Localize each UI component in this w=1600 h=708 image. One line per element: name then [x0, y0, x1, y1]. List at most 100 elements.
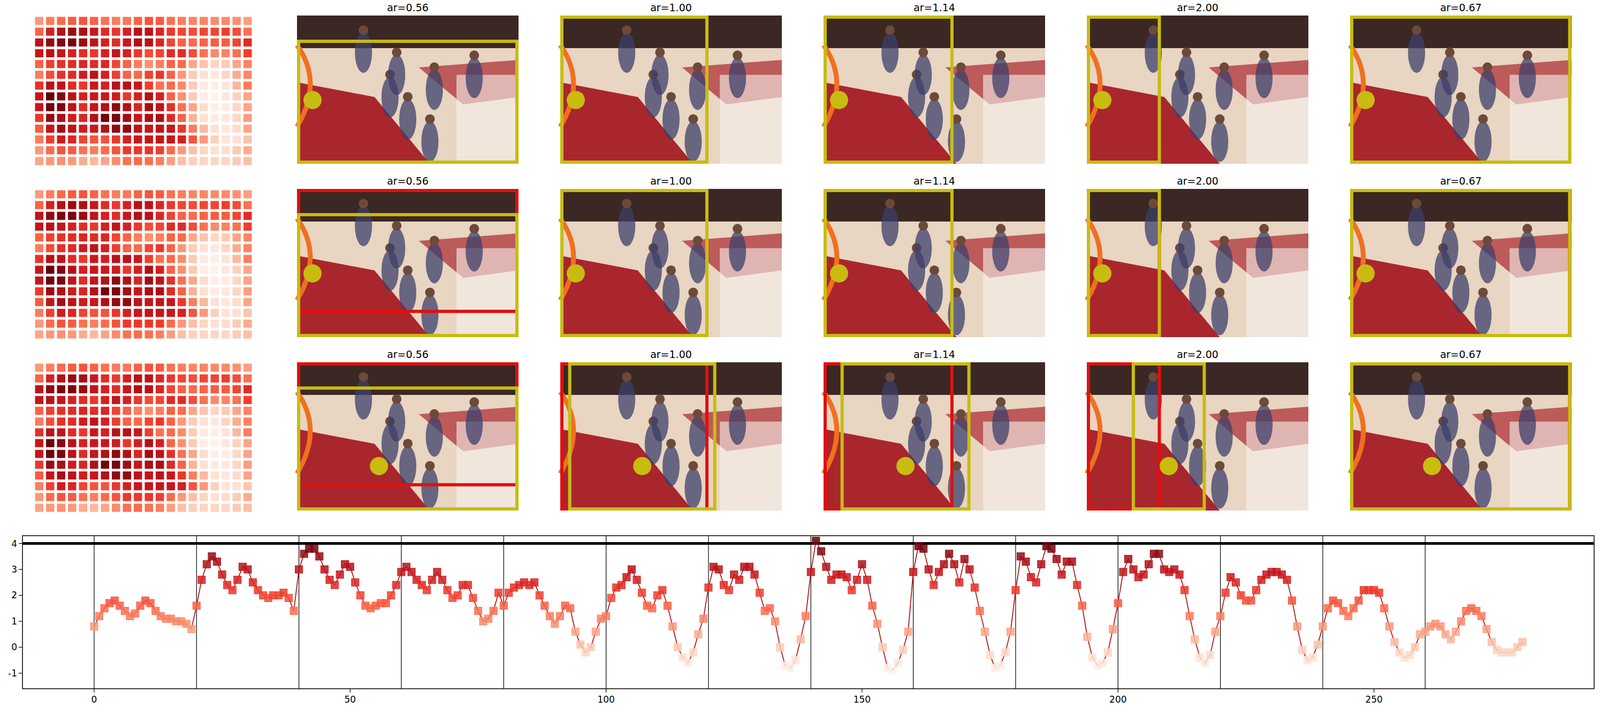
- heatmap-cell: [177, 70, 187, 79]
- marker: [146, 599, 155, 607]
- heatmap-cell: [89, 190, 99, 199]
- panel-title: ar=2.00: [1176, 348, 1219, 361]
- heatmap-cell: [46, 385, 55, 394]
- heatmap-cell: [111, 406, 121, 415]
- heatmap-cell: [111, 81, 121, 90]
- photo-player: [354, 378, 372, 420]
- heatmap-cell: [111, 190, 121, 199]
- image-panel: [560, 15, 782, 164]
- heatmap-cell: [101, 233, 110, 242]
- marker: [443, 586, 452, 594]
- marker: [1482, 625, 1491, 634]
- heatmap-cell: [145, 70, 154, 79]
- heatmap-cell: [133, 319, 143, 328]
- heatmap-cell: [188, 17, 198, 26]
- heatmap-cell: [46, 244, 55, 253]
- marker: [535, 591, 544, 599]
- heatmap-cell: [155, 428, 165, 437]
- heatmap-cell: [155, 59, 165, 68]
- marker: [428, 575, 436, 584]
- photo-glare: [1246, 74, 1309, 164]
- heatmap-cell: [111, 70, 121, 79]
- heatmap-cell: [67, 59, 77, 68]
- image-panel: [1086, 362, 1309, 511]
- heatmap-cell: [89, 124, 99, 133]
- crop-box: [1351, 190, 1570, 336]
- heatmap-cell: [111, 113, 121, 123]
- heatmap-cell: [46, 319, 55, 328]
- heatmap-cell: [57, 417, 66, 426]
- heatmap-cell: [89, 482, 99, 491]
- heatmap-cell: [57, 146, 66, 155]
- heatmap-cell: [89, 450, 99, 459]
- heatmap-cell: [145, 124, 154, 133]
- heatmap-cell: [101, 395, 110, 405]
- marker: [622, 573, 631, 582]
- heatmap-cell: [35, 92, 44, 101]
- image-panel: [823, 15, 1046, 164]
- heatmap-cell: [199, 49, 209, 58]
- photo-player-head: [995, 397, 1006, 407]
- photo-glare: [456, 248, 519, 338]
- heatmap-cell: [188, 460, 198, 469]
- heatmap-cell: [67, 428, 77, 437]
- heatmap-cell: [221, 319, 231, 328]
- heatmap-cell: [221, 503, 231, 512]
- plot-frame: [22, 535, 1595, 689]
- heatmap-cell: [101, 330, 110, 339]
- photo-player-head: [621, 371, 632, 382]
- heatmap-cell: [57, 363, 66, 372]
- heatmap-cell: [67, 374, 77, 383]
- heatmap-cell: [89, 276, 99, 285]
- marker: [981, 627, 989, 636]
- photo-player: [399, 98, 417, 140]
- photo-paint: [1086, 429, 1220, 511]
- heatmap-cell: [210, 374, 220, 383]
- y-tick-label: 1: [11, 615, 18, 627]
- heatmap-cell: [57, 222, 66, 231]
- heatmap-cell: [67, 113, 77, 123]
- heatmap-cell: [35, 406, 44, 415]
- heatmap-cell: [177, 201, 187, 210]
- photo-player: [421, 294, 439, 335]
- photo-player-head: [1181, 221, 1192, 231]
- heatmap-cell: [145, 503, 154, 512]
- photo-player: [925, 98, 943, 140]
- photo-floor: [1086, 15, 1309, 164]
- marker: [1185, 612, 1194, 620]
- photo-player-head: [918, 221, 928, 231]
- photo-player-head: [1192, 438, 1203, 449]
- photo-player: [1474, 120, 1492, 162]
- heatmap-cell: [57, 439, 66, 448]
- segment-line: [1425, 535, 1426, 689]
- heatmap-cell: [210, 363, 220, 372]
- heatmap-cell: [210, 439, 220, 448]
- marker: [1411, 643, 1419, 651]
- heatmap-cell: [155, 287, 165, 296]
- heatmap-cell: [155, 81, 165, 90]
- heatmap-cell: [210, 319, 220, 328]
- heatmap-cell: [243, 38, 253, 47]
- heatmap-cell: [232, 439, 242, 448]
- marker: [1380, 604, 1389, 613]
- heatmap-cell: [232, 156, 242, 165]
- focus-point: [1356, 264, 1375, 283]
- heatmap-cell: [166, 146, 176, 155]
- heatmap-cell: [79, 244, 88, 253]
- heatmap-cell: [166, 406, 176, 415]
- heatmap-cell: [232, 287, 242, 296]
- marker: [602, 612, 611, 620]
- image-panel: [296, 188, 519, 338]
- heatmap-cell: [67, 298, 77, 307]
- marker: [658, 586, 667, 594]
- photo-player: [399, 272, 417, 314]
- marker: [750, 570, 759, 579]
- crop-box: [569, 363, 715, 509]
- heatmap-cell: [35, 135, 44, 144]
- heatmap-cell: [46, 81, 55, 90]
- heatmap-cell: [89, 385, 99, 394]
- heatmap-cell: [89, 201, 99, 210]
- heatmap-cell: [188, 103, 198, 112]
- marker: [438, 575, 446, 584]
- heatmap-cell: [101, 222, 110, 231]
